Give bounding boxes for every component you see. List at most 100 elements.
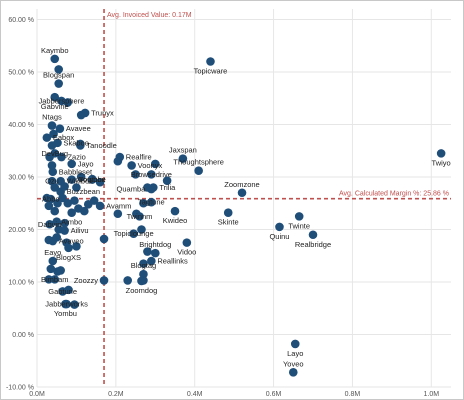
point-labels: Kaymbo Blogspan Topicware GabvineJabbersphe… — [38, 46, 451, 368]
data-point[interactable] — [50, 275, 60, 284]
point-label: Thoughtsphere — [173, 158, 223, 167]
data-point[interactable] — [44, 275, 54, 284]
data-point[interactable] — [67, 159, 76, 169]
data-point[interactable] — [50, 92, 60, 102]
data-point[interactable] — [72, 183, 81, 192]
data-point[interactable] — [70, 196, 79, 205]
point-label: Kwideo — [163, 216, 188, 225]
data-point[interactable] — [52, 217, 62, 226]
data-point[interactable] — [57, 152, 66, 162]
data-point[interactable] — [67, 175, 76, 184]
y-tick-label: 60.00 % — [8, 17, 34, 24]
data-point[interactable] — [206, 57, 215, 66]
data-point[interactable] — [47, 141, 57, 150]
data-point[interactable] — [42, 133, 52, 142]
data-point[interactable] — [137, 225, 146, 234]
data-point[interactable] — [89, 196, 99, 205]
data-point[interactable] — [44, 235, 54, 245]
point-label: Aimbo — [61, 218, 82, 227]
data-point[interactable] — [87, 174, 97, 184]
data-point[interactable] — [150, 159, 160, 169]
point-label: Skinte — [218, 218, 239, 227]
data-point[interactable] — [76, 141, 85, 150]
data-point[interactable] — [99, 234, 109, 244]
data-point[interactable] — [162, 176, 172, 185]
data-point[interactable] — [139, 269, 148, 279]
data-point[interactable] — [55, 124, 65, 133]
point-label: Eabox — [53, 133, 75, 142]
data-point[interactable] — [50, 54, 60, 64]
data-point[interactable] — [178, 154, 188, 163]
data-point[interactable] — [72, 242, 81, 251]
data-point[interactable] — [139, 259, 148, 268]
data-point[interactable] — [70, 300, 79, 309]
data-point[interactable] — [308, 230, 318, 240]
data-point[interactable] — [132, 209, 141, 219]
data-point[interactable] — [46, 264, 56, 274]
data-point[interactable] — [50, 183, 60, 192]
data-point[interactable] — [294, 212, 304, 221]
data-point[interactable] — [48, 256, 58, 266]
data-point[interactable] — [54, 65, 63, 74]
data-point[interactable] — [182, 238, 192, 247]
data-point[interactable] — [63, 198, 73, 208]
data-point[interactable] — [60, 218, 69, 228]
reference-lines: Avg. Invoiced Value: 0.17M Avg. Calculate… — [37, 9, 451, 387]
data-point[interactable] — [44, 201, 54, 211]
point-label: Wikibox — [67, 177, 94, 186]
data-point[interactable] — [63, 98, 73, 107]
data-point[interactable] — [45, 152, 54, 162]
point-label: Twinnm — [127, 212, 153, 221]
data-point[interactable] — [131, 170, 140, 179]
data-point[interactable] — [137, 276, 146, 286]
data-point[interactable] — [50, 206, 60, 216]
data-point[interactable] — [60, 182, 69, 191]
data-point[interactable] — [150, 248, 160, 258]
data-point[interactable] — [49, 129, 58, 139]
data-point[interactable] — [48, 167, 58, 177]
data-point[interactable] — [194, 166, 203, 175]
data-point[interactable] — [147, 256, 156, 266]
data-point[interactable] — [143, 183, 152, 192]
data-points — [42, 54, 446, 377]
data-point[interactable] — [223, 208, 233, 217]
data-point[interactable] — [95, 177, 105, 187]
data-point[interactable] — [113, 209, 123, 219]
data-point[interactable] — [42, 193, 52, 203]
data-point[interactable] — [275, 222, 284, 232]
data-point[interactable] — [147, 197, 156, 207]
data-point[interactable] — [45, 219, 54, 229]
data-point[interactable] — [76, 110, 86, 120]
data-point[interactable] — [47, 121, 57, 130]
data-point[interactable] — [113, 156, 123, 166]
data-point[interactable] — [139, 198, 148, 208]
data-point[interactable] — [54, 79, 63, 88]
data-point[interactable] — [67, 208, 76, 217]
data-point[interactable] — [123, 276, 132, 285]
point-label: Twinte — [288, 221, 310, 230]
data-point[interactable] — [127, 161, 136, 170]
data-point[interactable] — [129, 229, 138, 238]
data-point[interactable] — [290, 339, 300, 349]
data-point[interactable] — [147, 170, 156, 179]
y-tick-label: 30.00 % — [8, 175, 34, 182]
data-point[interactable] — [170, 206, 180, 216]
data-point[interactable] — [436, 149, 446, 158]
data-point[interactable] — [64, 243, 73, 253]
data-point[interactable] — [54, 225, 63, 234]
data-point[interactable] — [80, 206, 89, 216]
data-point[interactable] — [288, 368, 298, 377]
data-point[interactable] — [61, 299, 70, 309]
data-point[interactable] — [76, 172, 86, 182]
x-tick-label: 1.0M — [424, 391, 440, 398]
data-point[interactable] — [64, 285, 73, 295]
data-point[interactable] — [149, 183, 158, 192]
data-point[interactable] — [143, 247, 152, 256]
data-point[interactable] — [56, 266, 65, 275]
point-label: Trunyx — [91, 108, 114, 117]
data-point[interactable] — [47, 161, 57, 170]
data-point[interactable] — [99, 276, 109, 285]
data-point[interactable] — [95, 201, 105, 211]
data-point[interactable] — [237, 188, 247, 198]
